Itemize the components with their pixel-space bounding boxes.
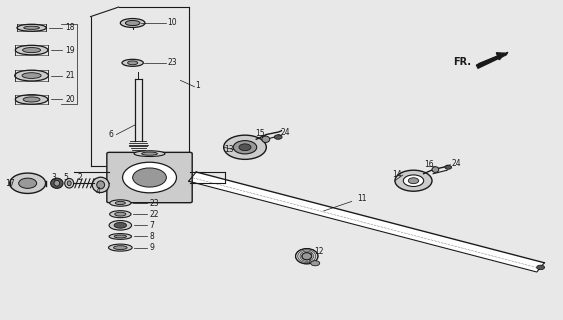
Text: 1: 1 (195, 81, 200, 90)
Ellipse shape (22, 73, 41, 78)
Circle shape (123, 162, 176, 193)
Circle shape (224, 135, 266, 159)
Ellipse shape (110, 211, 131, 218)
Text: 8: 8 (150, 232, 154, 241)
Text: 14: 14 (392, 171, 401, 180)
Circle shape (445, 165, 452, 169)
Text: 3: 3 (51, 173, 56, 182)
Text: 16: 16 (425, 160, 434, 169)
Text: 11: 11 (358, 194, 367, 203)
Polygon shape (476, 52, 508, 68)
Ellipse shape (114, 235, 127, 238)
Ellipse shape (126, 20, 140, 26)
Text: 23: 23 (168, 58, 177, 67)
Ellipse shape (432, 167, 439, 172)
Text: 24: 24 (281, 128, 291, 137)
Ellipse shape (114, 222, 127, 228)
Text: 18: 18 (65, 23, 75, 32)
Circle shape (233, 140, 257, 154)
Ellipse shape (15, 95, 48, 104)
Text: 22: 22 (150, 210, 159, 219)
Ellipse shape (51, 178, 63, 188)
Ellipse shape (302, 253, 312, 260)
Circle shape (274, 135, 282, 139)
Text: 9: 9 (150, 243, 154, 252)
Text: FR.: FR. (453, 57, 471, 67)
Ellipse shape (67, 181, 71, 186)
Ellipse shape (54, 180, 60, 186)
Ellipse shape (24, 26, 39, 29)
Text: 23: 23 (150, 198, 159, 207)
Ellipse shape (17, 24, 46, 31)
Text: 21: 21 (65, 71, 75, 80)
Text: 19: 19 (65, 45, 75, 55)
Text: 10: 10 (168, 19, 177, 28)
Ellipse shape (122, 59, 144, 66)
Text: 13: 13 (224, 145, 234, 154)
Text: 7: 7 (150, 221, 154, 230)
Ellipse shape (115, 212, 126, 216)
Ellipse shape (109, 234, 132, 239)
Circle shape (10, 173, 46, 194)
Ellipse shape (65, 179, 74, 188)
Text: 2: 2 (78, 173, 82, 182)
Ellipse shape (120, 19, 145, 28)
Circle shape (311, 261, 320, 266)
Text: 6: 6 (109, 130, 113, 139)
Text: 12: 12 (314, 247, 324, 256)
Text: 15: 15 (256, 129, 265, 138)
Ellipse shape (97, 181, 105, 189)
Text: 20: 20 (65, 95, 75, 104)
Ellipse shape (15, 70, 48, 81)
Ellipse shape (23, 48, 41, 52)
Circle shape (239, 144, 251, 151)
Ellipse shape (114, 246, 127, 250)
Ellipse shape (110, 200, 131, 206)
Ellipse shape (23, 97, 40, 102)
Text: 5: 5 (64, 173, 68, 182)
Ellipse shape (134, 151, 165, 156)
Text: 24: 24 (452, 159, 461, 168)
Ellipse shape (142, 152, 158, 155)
Text: 17: 17 (5, 179, 15, 188)
Circle shape (537, 265, 544, 270)
Ellipse shape (262, 136, 270, 142)
FancyBboxPatch shape (107, 152, 192, 203)
Ellipse shape (109, 244, 132, 251)
Ellipse shape (109, 220, 132, 230)
Ellipse shape (296, 249, 318, 264)
Circle shape (133, 168, 167, 187)
Polygon shape (189, 172, 544, 272)
Ellipse shape (128, 61, 138, 65)
Ellipse shape (15, 45, 48, 55)
Text: 4: 4 (96, 188, 101, 196)
Ellipse shape (115, 201, 126, 204)
Ellipse shape (92, 177, 109, 193)
Circle shape (19, 178, 37, 188)
Circle shape (403, 175, 424, 187)
Circle shape (408, 178, 419, 184)
Circle shape (395, 170, 432, 191)
